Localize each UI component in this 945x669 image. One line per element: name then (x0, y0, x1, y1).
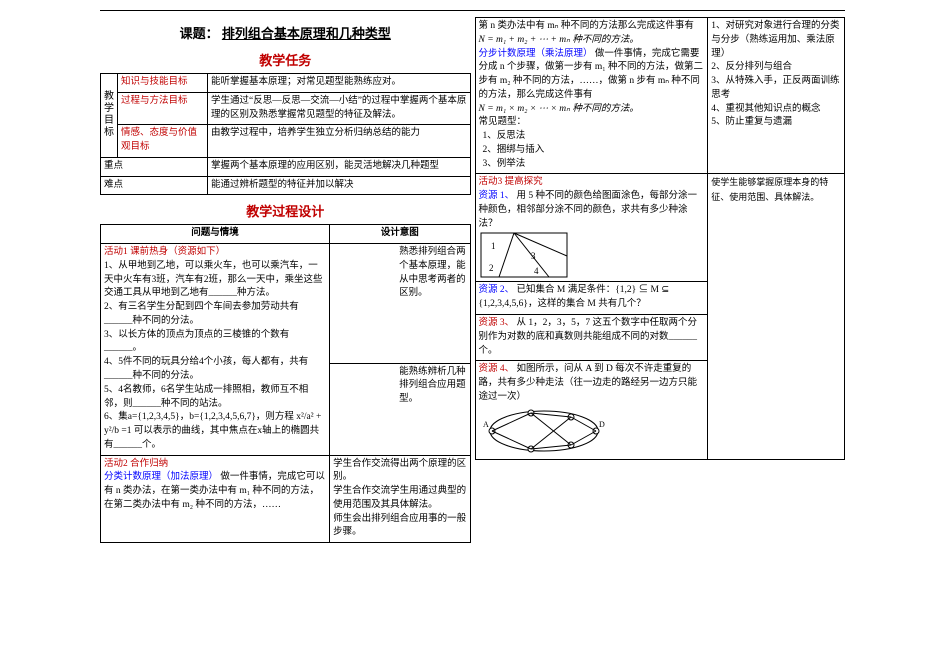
task-key-body: 掌握两个基本原理的应用区别，能灵活地解决几种题型 (208, 157, 471, 176)
svg-text:D: D (599, 420, 605, 429)
page-top-rule (100, 10, 845, 11)
right-continuation-table: 第 n 类办法中有 mₙ 种不同的方法那么完成这件事有 N = m₁ + m₂ … (475, 17, 846, 174)
task-diff-body: 能通过辨析题型的特征并加以解决 (208, 176, 471, 195)
process-heading: 教学过程设计 (100, 201, 471, 220)
activity2-title: 活动2 合作归纳 (104, 459, 168, 469)
svg-text:1: 1 (491, 241, 496, 251)
svg-text:4: 4 (534, 266, 539, 276)
right-col-r5: 5、防止重复与遗漏 (711, 117, 792, 127)
resource3-cell: 资源 3、 从 1，2，3，5，7 这五个数字中任取两个分别作为对数的底和真数则… (475, 315, 708, 361)
res3-label: 资源 3、 (479, 318, 515, 328)
right-list3: 3、例举法 (479, 159, 526, 169)
proc-col2-head: 设计意图 (330, 225, 470, 244)
task-r1-body: 能听掌握基本原理；对常见题型能熟练应对。 (208, 74, 471, 93)
activity2-cell: 活动2 合作归纳 分类计数原理（加法原理） 做一件事情，完成它可以有 n 类办法… (101, 455, 330, 543)
right-col-r1: 1、对研究对象进行合理的分类与分步（熟练运用加、乘法原理） (711, 21, 839, 59)
activity1-mid-bot (330, 363, 397, 455)
res4-label: 资源 4、 (479, 364, 515, 374)
lesson-label: 课题： (180, 26, 219, 41)
right-column: 第 n 类办法中有 mₙ 种不同的方法那么完成这件事有 N = m₁ + m₂ … (475, 17, 846, 543)
right-formula1: N = m₁ + m₂ + ⋯ + mₙ 种不同的方法。 (479, 35, 639, 45)
task-r3-body: 由教学过程中，培养学生独立分析归纳总结的能力 (208, 125, 471, 158)
svg-text:A: A (483, 420, 489, 429)
right-sub2: 分步计数原理（乘法原理） (479, 49, 593, 59)
task-r1-label: 知识与技能目标 (118, 74, 208, 93)
task-rowhead: 教学目标 (101, 74, 118, 158)
task-diff-label: 难点 (101, 176, 208, 195)
right-list2: 2、捆绑与插入 (479, 145, 545, 155)
right-col-r2: 2、反分排列与组合 (711, 62, 792, 72)
activity2-sub: 分类计数原理（加法原理） (104, 472, 218, 482)
lesson-title-line: 课题： 排列组合基本原理和几种类型 (100, 23, 471, 42)
task-r3-label: 情感、态度与价值观目标 (118, 125, 208, 158)
activity1-title: 活动1 课前热身（资源如下） (104, 247, 225, 257)
resources-right: 使学生能够掌握原理本身的特征、使用范围、具体解法。 (708, 174, 845, 459)
right-para1: 第 n 类办法中有 mₙ 种不同的方法那么完成这件事有 (479, 21, 694, 31)
graph-diagram: A D (479, 405, 609, 457)
resource2-cell: 资源 2、 已知集合 M 满足条件：{1,2} ⊆ M ⊆ {1,2,3,4,5… (475, 282, 708, 315)
task-r2-label: 过程与方法目标 (118, 92, 208, 125)
resources-table: 活动3 提高探究 资源 1、 用 5 种不同的颜色给图面涂色，每部分涂一种颜色，… (475, 173, 846, 459)
task-heading: 教学任务 (100, 50, 471, 69)
page-columns: 课题： 排列组合基本原理和几种类型 教学任务 教学目标 知识与技能目标 能听掌握… (0, 17, 945, 543)
right-list1: 1、反思法 (479, 131, 526, 141)
task-key-label: 重点 (101, 157, 208, 176)
svg-text:3: 3 (531, 251, 536, 261)
right-formula2: N = m₁ × m₂ × ⋯ × mₙ 种不同的方法。 (479, 104, 639, 114)
proc-col1-head: 问题与情境 (101, 225, 330, 244)
activity1-right-top: 熟悉排列组合两个基本原理，能从中思考两者的区别。 (396, 244, 470, 363)
res2-label: 资源 2、 (479, 285, 515, 295)
resource1-cell: 活动3 提高探究 资源 1、 用 5 种不同的颜色给图面涂色，每部分涂一种颜色，… (475, 174, 708, 282)
activity1-mid-top (330, 244, 397, 363)
left-column: 课题： 排列组合基本原理和几种类型 教学任务 教学目标 知识与技能目标 能听掌握… (100, 17, 471, 543)
activity1-cell: 活动1 课前热身（资源如下） 1、从甲地到乙地，可以乘火车，也可以乘汽车，一天中… (101, 244, 330, 455)
right-col-r4: 4、重视其他知识点的概念 (711, 104, 820, 114)
region-diagram: 1 2 3 4 (479, 231, 569, 279)
lesson-title: 排列组合基本原理和几种类型 (222, 26, 391, 41)
task-table: 教学目标 知识与技能目标 能听掌握基本原理；对常见题型能熟练应对。 过程与方法目… (100, 73, 471, 195)
process-table: 问题与情境 设计意图 活动1 课前热身（资源如下） 1、从甲地到乙地，可以乘火车… (100, 224, 471, 543)
activity1-right-bot: 能熟练辨析几种排列组合应用题型。 (396, 363, 470, 455)
task-r2-body: 学生通过“反思—反思—交流—小结”的过程中掌握两个基本原理的区别及熟悉掌握常见题… (208, 92, 471, 125)
activity1-body: 1、从甲地到乙地，可以乘火车，也可以乘汽车，一天中火车有3班，汽车有2班，那么一… (104, 261, 323, 450)
right-col-r3: 3、从特殊入手，正反两面训练思考 (711, 76, 839, 100)
resource4-cell: 资源 4、 如图所示，问从 A 到 D 每次不许走重复的路，共有多少种走法（往一… (475, 361, 708, 459)
activity3-title: 活动3 提高探究 (479, 177, 543, 187)
right-cont-left: 第 n 类办法中有 mₙ 种不同的方法那么完成这件事有 N = m₁ + m₂ … (475, 18, 708, 174)
right-cont-right: 1、对研究对象进行合理的分类与分步（熟练运用加、乘法原理） 2、反分排列与组合 … (708, 18, 845, 174)
res1-label: 资源 1、 (479, 191, 515, 201)
activity2-right: 学生合作交流得出两个原理的区别。 学生合作交流学生用通过典型的使用范围及其具体解… (330, 455, 470, 543)
right-list-title: 常见题型： (479, 117, 527, 127)
right-side-line1: 使学生能够掌握原理本身的特征、使用范围、具体解法。 (711, 177, 828, 202)
svg-text:2: 2 (489, 263, 494, 273)
